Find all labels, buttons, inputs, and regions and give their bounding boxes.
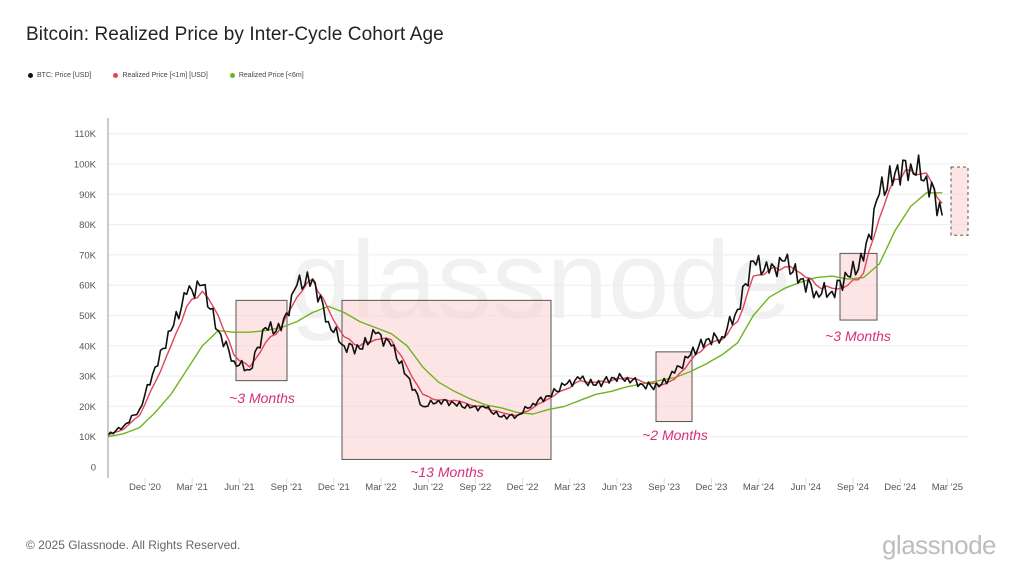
x-tick-label: Dec '20 (129, 482, 161, 493)
brand-logo: glassnode (881, 530, 997, 560)
annotation-label: ~3 Months (229, 390, 295, 406)
highlight-box (950, 166, 969, 236)
y-tick-label: 30K (79, 372, 97, 383)
y-tick-label: 70K (79, 250, 97, 261)
legend-item-realized-1m[interactable]: Realized Price [<1m] [USD] (113, 72, 208, 79)
legend-item-btc-price[interactable]: BTC: Price [USD] (28, 72, 91, 79)
chart-title: Bitcoin: Realized Price by Inter-Cycle C… (26, 24, 444, 45)
legend-label: Realized Price [<1m] [USD] (122, 72, 208, 79)
x-tick-label: Mar '21 (177, 482, 208, 493)
annotation-label: ~2 Months (642, 427, 708, 443)
annotation-label: ~13 Months (410, 464, 484, 480)
y-tick-label: 100K (74, 160, 97, 171)
series-lines (107, 154, 943, 438)
y-axis-ticks: 0 10K 20K 30K 40K 50K 60K 70K 80K 90K 100K 110K (74, 129, 97, 473)
highlight-box (655, 351, 693, 423)
x-tick-label: Mar '25 (932, 482, 963, 493)
x-tick-label: Sep '22 (459, 482, 491, 493)
y-tick-label: 40K (79, 341, 97, 352)
legend-label: BTC: Price [USD] (37, 72, 92, 79)
legend: BTC: Price [USD] Realized Price [<1m] [U… (28, 72, 304, 79)
x-tick-label: Mar '23 (554, 482, 585, 493)
x-tick-label: Dec '24 (884, 482, 916, 493)
y-tick-label: 50K (79, 311, 97, 322)
y-tick-label: 60K (79, 281, 97, 292)
y-tick-label: 0 (91, 463, 96, 474)
legend-dot-icon (113, 73, 119, 78)
annotation-label: ~3 Months (825, 328, 891, 344)
x-tick-label: Jun '21 (224, 482, 254, 493)
legend-label: Realized Price [<6m] (238, 72, 304, 79)
copyright-text: © 2025 Glassnode. All Rights Reserved. (26, 538, 241, 552)
x-tick-label: Sep '24 (837, 482, 869, 493)
legend-dot-icon (28, 73, 33, 78)
x-tick-label: Jun '24 (791, 482, 821, 493)
y-tick-label: 110K (75, 129, 97, 140)
series-line-btc-price (107, 154, 943, 436)
y-tick-label: 90K (79, 190, 97, 201)
x-tick-label: Sep '21 (271, 482, 303, 493)
series-line-realized-1m (107, 169, 943, 436)
legend-item-realized-6m[interactable]: Realized Price [<6m] (229, 72, 304, 79)
annotation-labels: ~3 Months ~13 Months ~2 Months ~3 Months (229, 328, 891, 480)
y-tick-label: 20K (79, 402, 97, 413)
x-tick-label: Dec '23 (695, 482, 727, 493)
x-tick-label: Jun '23 (602, 482, 632, 493)
x-tick-label: Dec '22 (507, 482, 539, 493)
legend-dot-icon (229, 73, 235, 78)
highlight-box (341, 299, 552, 460)
x-axis-ticks: Dec '20 Mar '21 Jun '21 Sep '21 Dec '21 Mar '… (129, 478, 963, 493)
y-tick-label: 80K (79, 220, 97, 231)
x-tick-label: Jun '22 (413, 482, 443, 493)
y-tick-label: 10K (79, 432, 97, 443)
x-tick-label: Mar '22 (365, 482, 396, 493)
annotation-boxes (235, 166, 969, 460)
x-tick-label: Mar '24 (743, 482, 774, 493)
x-tick-label: Sep '23 (648, 482, 680, 493)
x-tick-label: Dec '21 (318, 482, 350, 493)
